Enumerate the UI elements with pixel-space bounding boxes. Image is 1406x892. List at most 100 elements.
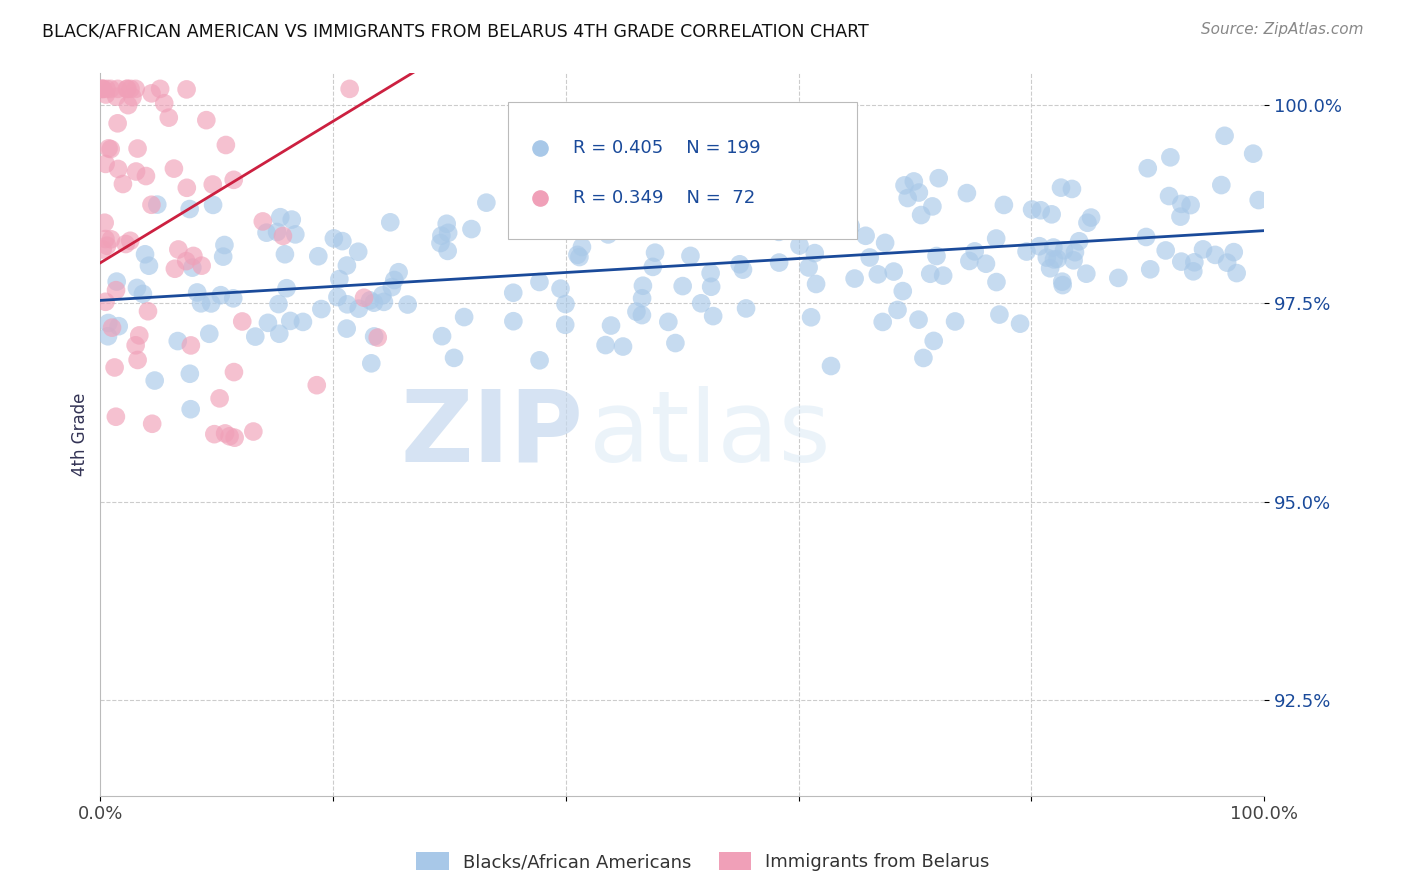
Point (117, 82, 139, 96)
Point (963, 244, 986, 259)
Point (121, 90, 143, 104)
Point (1076, 216, 1098, 230)
Point (359, 293, 381, 308)
Point (380, 215, 402, 229)
Point (922, 334, 945, 348)
Point (554, 318, 576, 332)
Text: R = 0.349    N =  72: R = 0.349 N = 72 (572, 188, 755, 207)
Point (644, 245, 666, 260)
Point (91, 82, 114, 96)
Point (820, 359, 842, 373)
Point (214, 238, 236, 252)
Point (912, 351, 935, 365)
Point (157, 111, 180, 125)
Point (925, 249, 948, 263)
Point (274, 247, 297, 261)
Point (1136, 161, 1159, 176)
Point (567, 248, 589, 262)
Point (94, 87, 117, 102)
Point (1080, 211, 1102, 225)
Point (690, 158, 713, 172)
Point (190, 296, 212, 310)
Point (920, 267, 942, 281)
Point (903, 174, 925, 188)
Point (834, 214, 856, 228)
Point (291, 315, 314, 329)
Point (1247, 193, 1270, 207)
Point (679, 249, 702, 263)
Point (271, 228, 294, 243)
Point (1052, 278, 1074, 293)
Point (143, 374, 166, 388)
Point (957, 254, 980, 268)
Point (269, 210, 291, 224)
Point (347, 301, 370, 316)
Point (1036, 251, 1059, 265)
Point (932, 268, 955, 283)
Point (453, 310, 475, 324)
Point (1139, 262, 1161, 277)
Point (167, 243, 190, 257)
Point (281, 212, 304, 227)
Point (928, 171, 950, 186)
Point (1015, 244, 1038, 259)
Point (307, 249, 329, 263)
Point (893, 178, 915, 193)
Point (1180, 198, 1202, 212)
Text: Source: ZipAtlas.com: Source: ZipAtlas.com (1201, 22, 1364, 37)
Point (986, 231, 1008, 245)
Point (336, 321, 359, 335)
Point (593, 203, 616, 218)
Point (117, 98, 139, 112)
Point (105, 275, 128, 289)
Point (803, 246, 825, 260)
Point (326, 290, 349, 304)
Point (105, 283, 128, 297)
Point (595, 338, 617, 352)
Point (97, 316, 120, 330)
Text: R = 0.405    N = 199: R = 0.405 N = 199 (572, 139, 761, 157)
Point (388, 265, 411, 279)
Point (231, 314, 253, 328)
Point (1064, 245, 1087, 260)
Point (1028, 239, 1050, 253)
Point (115, 82, 138, 96)
Point (381, 280, 404, 294)
Point (443, 351, 465, 365)
Point (1050, 275, 1073, 289)
Point (135, 169, 157, 183)
Point (475, 195, 498, 210)
Point (768, 255, 790, 269)
Text: ZIP: ZIP (401, 386, 583, 483)
Point (202, 427, 225, 442)
Point (328, 272, 350, 286)
Point (242, 425, 264, 439)
Point (201, 178, 224, 192)
Point (111, 177, 134, 191)
Point (891, 284, 914, 298)
Point (120, 234, 142, 248)
Point (1170, 254, 1192, 268)
Point (336, 297, 359, 311)
Point (1211, 178, 1233, 192)
Point (702, 309, 724, 323)
Point (600, 318, 623, 333)
Point (723, 195, 745, 210)
Point (1170, 197, 1192, 211)
Point (146, 197, 169, 211)
Point (641, 260, 664, 274)
Point (720, 195, 742, 210)
Point (430, 329, 453, 343)
Point (180, 402, 202, 417)
Point (460, 222, 482, 236)
Point (1170, 210, 1192, 224)
Point (700, 279, 723, 293)
Point (1159, 150, 1181, 164)
Point (179, 367, 201, 381)
Point (1021, 202, 1043, 217)
Point (883, 264, 905, 278)
Point (100, 232, 122, 246)
Point (1053, 244, 1076, 258)
Point (1154, 244, 1177, 258)
Point (1157, 189, 1180, 203)
